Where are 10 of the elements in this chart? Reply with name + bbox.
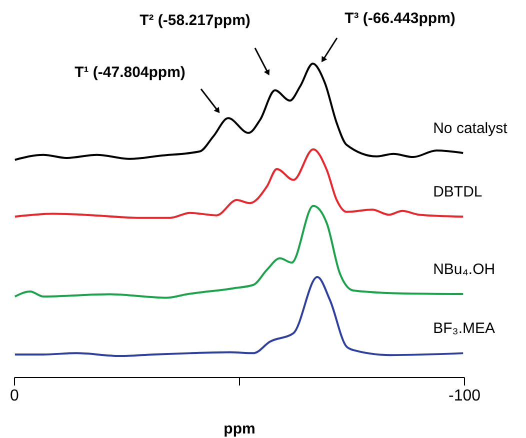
series-label: BF₃.MEA <box>433 320 496 338</box>
series-label: DBTDL <box>433 184 482 201</box>
annotation: T¹ (-47.804ppm) <box>74 64 186 81</box>
x-axis-title: ppm <box>224 420 256 438</box>
text: T² (-58.217ppm) <box>140 12 250 29</box>
text: T³ (-66.443ppm) <box>344 10 456 27</box>
series-label: No catalyst <box>433 120 508 137</box>
x-tick-label: 0 <box>10 388 20 404</box>
x-tick-label: -100 <box>448 388 481 404</box>
series-label: NBu₄.OH <box>433 260 496 278</box>
